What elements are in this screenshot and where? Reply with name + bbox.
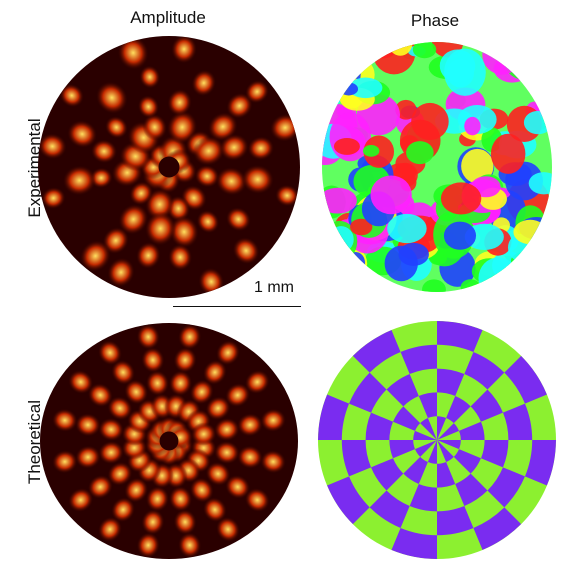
experimental-amplitude-panel [38, 36, 300, 298]
experimental-phase-panel [322, 42, 552, 292]
theoretical-amplitude-panel [40, 323, 298, 559]
theoretical-phase-panel [318, 321, 556, 559]
scale-bar-label: 1 mm [254, 279, 294, 296]
scale-bar [173, 306, 301, 307]
column-title-phase: Phase [410, 11, 460, 30]
column-title-amplitude: Amplitude [130, 8, 206, 27]
